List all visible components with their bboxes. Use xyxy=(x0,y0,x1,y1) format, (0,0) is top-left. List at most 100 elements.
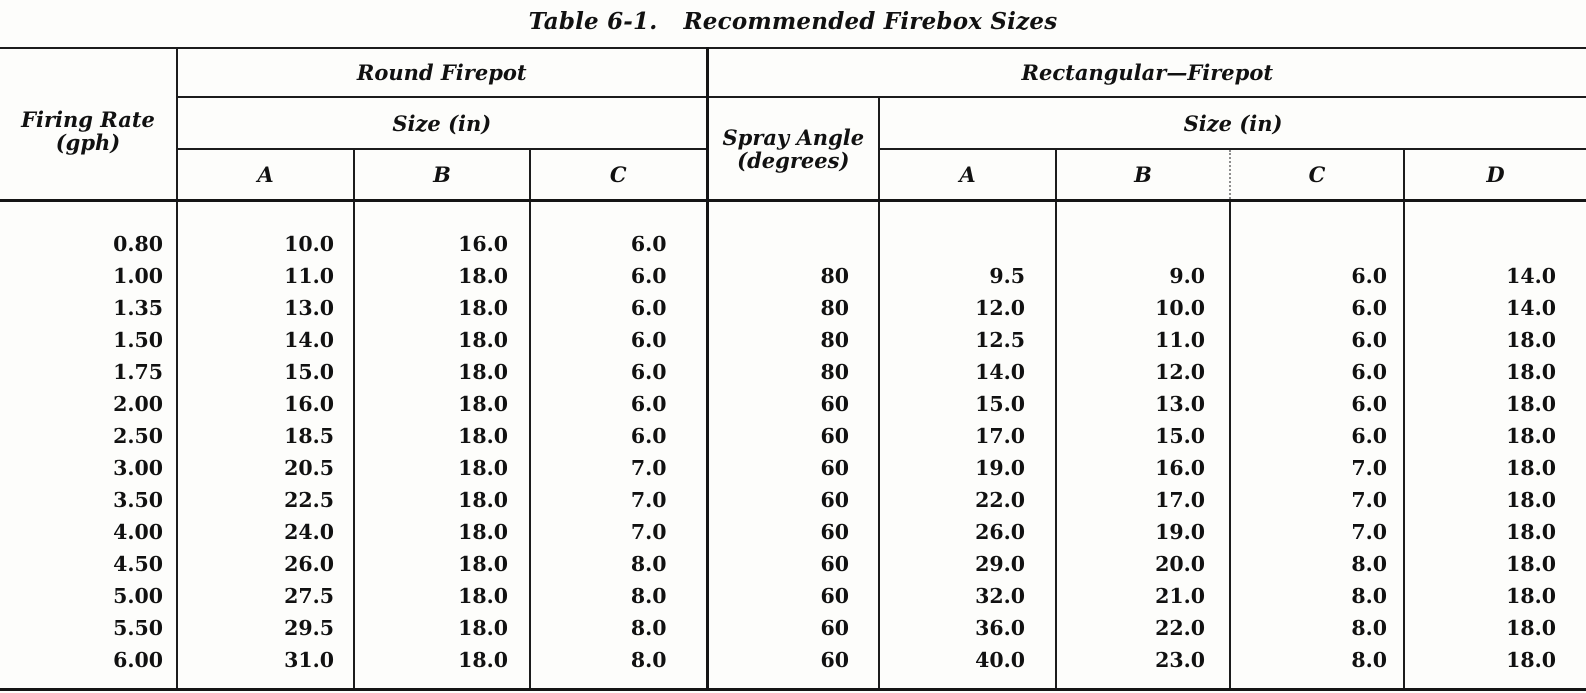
cell-rect_c: 6.0 xyxy=(1229,260,1405,292)
cell-rect_c: 8.0 xyxy=(1229,580,1405,612)
cell-round_b: 18.0 xyxy=(353,324,530,356)
table-number: Table 6-1. xyxy=(528,8,658,35)
cell-rect_a: 22.0 xyxy=(878,484,1057,516)
cell-round_c: 6.0 xyxy=(528,260,708,292)
cell-rect_d: 18.0 xyxy=(1403,612,1586,644)
cell-round_c: 6.0 xyxy=(528,388,708,420)
header-firing-rate-line1: Firing Rate xyxy=(21,107,155,132)
cell-round_b: 18.0 xyxy=(353,260,530,292)
cell-round_b: 18.0 xyxy=(353,388,530,420)
cell-firing_rate_gph: 4.50 xyxy=(113,552,163,576)
cell-rect_a: 19.0 xyxy=(878,452,1057,484)
cell-rect_d: 18.0 xyxy=(1403,324,1586,356)
cell-round_a: 26.0 xyxy=(176,548,354,580)
header-rect-col-b: B xyxy=(1055,149,1231,202)
cell-round_c: 8.0 xyxy=(528,644,708,690)
table-row: 3.00 20.5 18.0 7.0 60 19.0 16.0 7.0 18.0 xyxy=(0,452,1586,484)
table-row: 6.00 31.0 18.0 8.0 60 40.0 23.0 8.0 18.0 xyxy=(0,644,1586,690)
cell-round_a: 15.0 xyxy=(176,356,354,388)
cell-rect_d xyxy=(1403,200,1586,260)
cell-firing_rate_gph: 0.80 xyxy=(113,232,163,256)
cell-round_a: 14.0 xyxy=(176,324,354,356)
cell-rect_d: 18.0 xyxy=(1403,548,1586,580)
cell-spray_angle_degrees: 60 xyxy=(705,580,880,612)
cell-rect_d: 18.0 xyxy=(1403,580,1586,612)
cell-firing_rate_gph: 1.00 xyxy=(113,264,163,288)
cell-rect_c: 6.0 xyxy=(1229,292,1405,324)
cell-round_b: 18.0 xyxy=(353,644,530,690)
cell-round_b: 18.0 xyxy=(353,484,530,516)
cell-rect_b: 15.0 xyxy=(1055,420,1231,452)
header-round-col-b: B xyxy=(353,149,530,202)
cell-rect_a: 40.0 xyxy=(878,644,1057,690)
cell-rect_b: 9.0 xyxy=(1055,260,1231,292)
cell-firing_rate_gph: 1.75 xyxy=(113,360,163,384)
cell-rect_b: 11.0 xyxy=(1055,324,1231,356)
cell-spray_angle_degrees: 80 xyxy=(705,292,880,324)
cell-rect_c: 8.0 xyxy=(1229,644,1405,690)
cell-rect_a xyxy=(878,200,1057,260)
cell-round_a: 24.0 xyxy=(176,516,354,548)
cell-round_a: 31.0 xyxy=(176,644,354,690)
header-round-col-c: C xyxy=(528,149,708,202)
cell-rect_a: 36.0 xyxy=(878,612,1057,644)
cell-rect_b: 10.0 xyxy=(1055,292,1231,324)
cell-rect_b: 20.0 xyxy=(1055,548,1231,580)
cell-round_a: 16.0 xyxy=(176,388,354,420)
cell-rect_d: 14.0 xyxy=(1403,292,1586,324)
cell-rect_c: 8.0 xyxy=(1229,548,1405,580)
cell-rect_c: 7.0 xyxy=(1229,516,1405,548)
cell-rect_d: 18.0 xyxy=(1403,452,1586,484)
cell-round_b: 18.0 xyxy=(353,612,530,644)
cell-round_a: 13.0 xyxy=(176,292,354,324)
cell-round_c: 6.0 xyxy=(528,356,708,388)
table-caption: Table 6-1. Recommended Firebox Sizes xyxy=(0,0,1586,47)
cell-spray_angle_degrees: 60 xyxy=(705,516,880,548)
cell-spray_angle_degrees: 60 xyxy=(705,452,880,484)
cell-round_b: 18.0 xyxy=(353,420,530,452)
header-round-col-a: A xyxy=(176,149,354,202)
cell-rect_b: 16.0 xyxy=(1055,452,1231,484)
header-firing-rate-line2: (gph) xyxy=(55,130,121,155)
cell-rect_d: 18.0 xyxy=(1403,644,1586,690)
header-spray-angle-line1: Spray Angle xyxy=(722,124,865,150)
table-title-text: Recommended Firebox Sizes xyxy=(683,8,1058,35)
cell-rect_b: 21.0 xyxy=(1055,580,1231,612)
cell-rect_a: 12.5 xyxy=(878,324,1057,356)
header-rect-col-a: A xyxy=(878,149,1057,202)
header-firing-rate: Firing Rate (gph) xyxy=(0,48,177,202)
cell-spray_angle_degrees: 60 xyxy=(705,484,880,516)
cell-round_b: 18.0 xyxy=(353,452,530,484)
cell-round_a: 27.5 xyxy=(176,580,354,612)
cell-round_c: 6.0 xyxy=(528,200,708,260)
cell-round_a: 11.0 xyxy=(176,260,354,292)
cell-round_a: 22.5 xyxy=(176,484,354,516)
header-round-size: Size (in) xyxy=(175,97,708,150)
cell-rect_a: 26.0 xyxy=(878,516,1057,548)
table-row: 1.50 14.0 18.0 6.0 80 12.5 11.0 6.0 18.0 xyxy=(0,324,1586,356)
cell-rect_d: 14.0 xyxy=(1403,260,1586,292)
cell-round_b: 18.0 xyxy=(353,548,530,580)
table-row: 1.00 11.0 18.0 6.0 80 9.5 9.0 6.0 14.0 xyxy=(0,260,1586,292)
cell-rect_c: 6.0 xyxy=(1229,356,1405,388)
cell-firing_rate_gph: 3.50 xyxy=(113,488,163,512)
cell-firing_rate_gph: 1.35 xyxy=(113,296,163,320)
cell-rect_c: 7.0 xyxy=(1229,452,1405,484)
cell-rect_a: 29.0 xyxy=(878,548,1057,580)
table-body: 0.80 10.0 16.0 6.0 1.00 11.0 18.0 6.0 80 9.5 9.0 6.… xyxy=(0,200,1586,690)
cell-rect_d: 18.0 xyxy=(1403,516,1586,548)
table-row: 1.75 15.0 18.0 6.0 80 14.0 12.0 6.0 18.0 xyxy=(0,356,1586,388)
cell-rect_c: 7.0 xyxy=(1229,484,1405,516)
header-rectangular-firepot: Rectangular—Firepot xyxy=(705,48,1586,98)
cell-rect_a: 9.5 xyxy=(878,260,1057,292)
cell-rect_a: 15.0 xyxy=(878,388,1057,420)
cell-rect_d: 18.0 xyxy=(1403,356,1586,388)
cell-rect_a: 14.0 xyxy=(878,356,1057,388)
cell-rect_a: 32.0 xyxy=(878,580,1057,612)
header-rect-col-c: C xyxy=(1229,149,1405,202)
cell-spray_angle_degrees: 60 xyxy=(705,388,880,420)
cell-round_c: 8.0 xyxy=(528,580,708,612)
cell-round_c: 6.0 xyxy=(528,324,708,356)
table-row: 3.50 22.5 18.0 7.0 60 22.0 17.0 7.0 18.0 xyxy=(0,484,1586,516)
header-rect-size: Size (in) xyxy=(878,97,1586,150)
